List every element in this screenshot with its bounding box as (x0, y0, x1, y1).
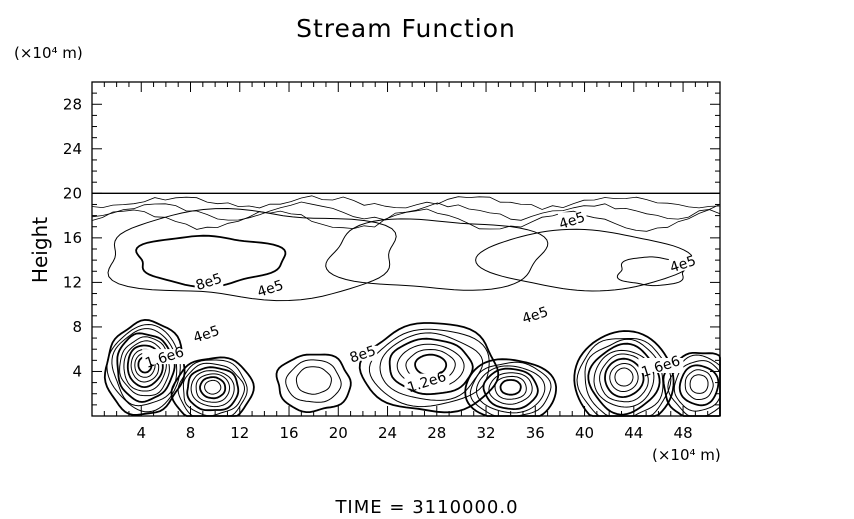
contour-label: 8e5 (348, 343, 378, 366)
contour-label: 4e5 (557, 210, 587, 233)
x-tick-label: 32 (476, 424, 495, 442)
vortex-contour (609, 363, 639, 392)
upper-cell-contour (107, 207, 397, 302)
contour-label-background (256, 280, 285, 296)
chart-title: Stream Function (296, 14, 516, 43)
vortex-contour (488, 372, 533, 405)
upper-cell-contour (325, 218, 549, 291)
vortex-contour (195, 373, 231, 403)
vortex-contour (379, 332, 484, 401)
x-tick-label: 28 (427, 424, 446, 442)
contour-label-background (638, 358, 684, 373)
vortex-contour (614, 367, 634, 387)
x-tick-label: 24 (378, 424, 397, 442)
y-axis-unit: (×10⁴ m) (14, 44, 83, 62)
x-tick-label: 12 (230, 424, 249, 442)
upper-cell-contour (616, 256, 688, 287)
vortex-contour (499, 379, 522, 396)
contour-label-background (194, 273, 224, 289)
vortex-contour (469, 361, 552, 417)
contour-label-background (668, 255, 698, 271)
axis-ticks (92, 82, 720, 416)
y-tick-label: 20 (63, 184, 82, 202)
vortex-contour (116, 332, 176, 403)
vortex-contour (111, 328, 178, 407)
y-tick-label: 4 (72, 363, 82, 381)
vortex-contour (584, 338, 664, 417)
contour-label: 4e5 (191, 323, 221, 346)
vortex-contour (186, 366, 240, 412)
x-tick-label: 16 (279, 424, 298, 442)
contour-label-background (557, 212, 587, 228)
contour-label: 4e5 (255, 277, 285, 300)
vortex-contour (103, 318, 186, 416)
time-readout: TIME = 3110000.0 (0, 497, 854, 518)
vortex-contour (673, 360, 721, 412)
vortex-contour (106, 323, 181, 413)
vortex-contour (123, 340, 167, 392)
x-tick-label: 48 (674, 424, 693, 442)
upper-cell-contour (475, 228, 695, 292)
y-axis-label: Height (28, 216, 52, 284)
contour-label-background (192, 325, 221, 341)
vortex-contour (678, 364, 720, 407)
time-equals: = (389, 497, 406, 518)
band-contour-line (91, 195, 721, 210)
vortex-contour (593, 349, 655, 408)
vortex-contour (368, 328, 490, 408)
vortex-contour (482, 367, 539, 411)
vortex-contour (358, 322, 500, 414)
upper-cell-contour (135, 234, 287, 289)
vortex-contour (126, 344, 164, 389)
contour-label-background (404, 373, 450, 389)
contour-label-background (142, 349, 188, 365)
contour-label: 4e5 (520, 304, 550, 327)
vortex-contour (689, 374, 709, 394)
vortex-contour (667, 354, 721, 417)
vortex-contour (464, 358, 558, 417)
vortex-contour (599, 353, 649, 403)
contour-label: 4e5 (668, 253, 698, 276)
contour-label-background (348, 345, 378, 361)
vortex-contour (204, 379, 222, 395)
y-tick-label: 24 (63, 140, 82, 158)
contour-lines (91, 192, 721, 417)
x-tick-label: 8 (186, 424, 196, 442)
vortex-contour (285, 359, 342, 403)
contour-label: 8e5 (194, 271, 224, 294)
x-tick-label: 4 (137, 424, 147, 442)
band-contour-line (91, 208, 721, 232)
x-tick-label: 44 (624, 424, 643, 442)
vortex-contour (190, 370, 235, 408)
vortex-contour (295, 366, 332, 395)
vortex-contour (275, 353, 352, 413)
vortex-contour (476, 365, 546, 414)
y-tick-label: 12 (63, 273, 82, 291)
y-tick-label: 8 (72, 318, 82, 336)
vortex-contour (494, 375, 527, 400)
vortex-contour (684, 369, 714, 400)
x-axis-unit: (×10⁴ m) (652, 446, 721, 464)
x-tick-label: 40 (575, 424, 594, 442)
x-tick-label: 36 (526, 424, 545, 442)
vortex-contour (388, 337, 474, 396)
time-value: 3110000.0 (412, 497, 519, 518)
y-tick-label: 28 (63, 95, 82, 113)
time-label: TIME (335, 497, 383, 518)
vortex-contour (199, 376, 227, 400)
vortex-contour (587, 342, 661, 416)
contour-label-background (521, 306, 550, 322)
y-tick-label: 16 (63, 229, 82, 247)
vortex-contour (119, 336, 170, 397)
vortex-contour (604, 357, 645, 399)
band-contour-line (91, 201, 721, 221)
x-tick-label: 20 (329, 424, 348, 442)
